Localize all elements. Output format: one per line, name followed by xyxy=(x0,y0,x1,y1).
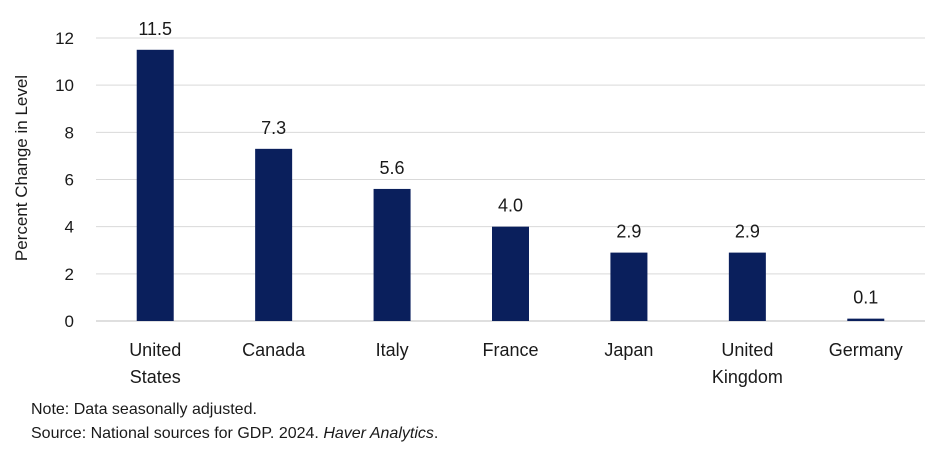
bar xyxy=(610,252,648,321)
x-tick-label: United xyxy=(721,340,773,360)
source-text: Source: National sources for GDP. 2024. … xyxy=(31,422,438,446)
data-label: 5.6 xyxy=(380,158,405,178)
y-tick-label: 10 xyxy=(55,76,74,95)
x-tick-label: United xyxy=(129,340,181,360)
x-tick-label: Germany xyxy=(829,340,903,360)
data-label: 4.0 xyxy=(498,196,523,216)
bar-chart: 0 2 4 6 8 10 12 11.5 7.3 5.6 4.0 2.9 2.9 0.1 United S… xyxy=(12,19,925,387)
source-prefix: Source: National sources for GDP. 2024. xyxy=(31,425,324,442)
bar xyxy=(255,148,293,321)
x-axis-ticks: United States Canada Italy France Japan United… xyxy=(129,340,903,387)
bar xyxy=(728,252,766,321)
data-label: 0.1 xyxy=(853,288,878,308)
x-tick-label: Italy xyxy=(376,340,409,360)
source-publisher: Haver Analytics xyxy=(323,425,434,442)
bar xyxy=(136,49,174,322)
bars xyxy=(136,49,885,322)
bar xyxy=(373,188,411,321)
note-text: Note: Data seasonally adjusted. xyxy=(31,401,257,418)
chart-notes: Note: Data seasonally adjusted. Source: … xyxy=(31,398,438,446)
x-tick-label: Japan xyxy=(604,340,653,360)
y-tick-label: 2 xyxy=(65,265,74,284)
data-labels: 11.5 7.3 5.6 4.0 2.9 2.9 0.1 xyxy=(138,19,878,308)
x-tick-label: Canada xyxy=(242,340,306,360)
y-tick-label: 0 xyxy=(65,312,74,331)
x-tick-label: France xyxy=(482,340,538,360)
data-label: 7.3 xyxy=(261,118,286,138)
data-label: 11.5 xyxy=(138,19,172,39)
y-axis-label: Percent Change in Level xyxy=(12,75,31,261)
y-tick-label: 4 xyxy=(65,218,74,237)
y-tick-label: 6 xyxy=(65,171,74,190)
data-label: 2.9 xyxy=(616,222,641,242)
data-label: 2.9 xyxy=(735,222,760,242)
source-suffix: . xyxy=(433,425,439,442)
bar xyxy=(847,318,885,321)
y-tick-label: 12 xyxy=(55,29,74,48)
x-tick-label: States xyxy=(130,367,181,387)
y-tick-label: 8 xyxy=(65,123,74,142)
x-tick-label: Kingdom xyxy=(712,367,783,387)
y-axis-ticks: 0 2 4 6 8 10 12 xyxy=(55,29,74,331)
bar xyxy=(492,226,529,321)
